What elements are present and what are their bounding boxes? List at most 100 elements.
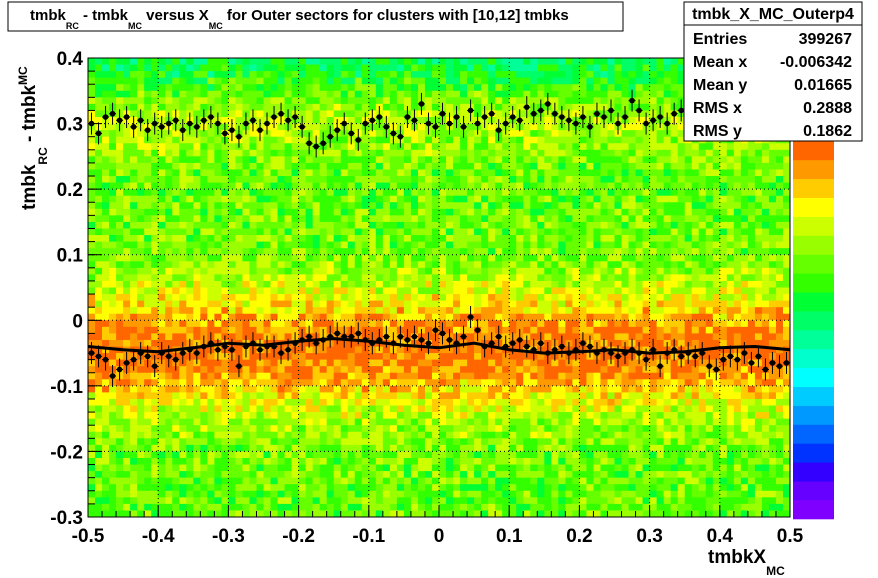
- heatmap-cell: [319, 215, 327, 223]
- heatmap-cell: [670, 235, 678, 242]
- heatmap-cell: [467, 84, 475, 92]
- heatmap-cell: [151, 195, 159, 203]
- heatmap-cell: [221, 208, 229, 216]
- heatmap-cell: [558, 169, 566, 177]
- heatmap-cell: [340, 320, 349, 328]
- heatmap-cell: [600, 379, 608, 387]
- heatmap-cell: [207, 202, 215, 210]
- heatmap-cell: [642, 248, 650, 256]
- heatmap-cell: [95, 215, 103, 223]
- heatmap-cell: [375, 130, 384, 137]
- heatmap-cell: [249, 156, 257, 164]
- heatmap-cell: [705, 326, 714, 334]
- heatmap-cell: [263, 189, 271, 196]
- heatmap-cell: [544, 77, 552, 85]
- heatmap-cell: [698, 215, 707, 223]
- heatmap-cell: [537, 261, 545, 269]
- heatmap-cell: [656, 84, 664, 92]
- heatmap-cell: [172, 267, 180, 275]
- heatmap-cell: [228, 182, 236, 190]
- heatmap-cell: [242, 326, 250, 334]
- heatmap-cell: [628, 280, 636, 288]
- heatmap-cell: [572, 176, 580, 183]
- heatmap-cell: [621, 195, 629, 203]
- heatmap-cell: [95, 248, 103, 256]
- heatmap-cell: [270, 97, 278, 105]
- heatmap-cell: [607, 228, 615, 236]
- heatmap-cell: [733, 162, 742, 170]
- heatmap-cell: [368, 195, 377, 203]
- heatmap-cell: [130, 97, 138, 105]
- heatmap-cell: [242, 90, 250, 98]
- heatmap-cell: [733, 169, 742, 177]
- heatmap-cell: [284, 326, 292, 334]
- heatmap-cell: [698, 156, 707, 164]
- heatmap-cell: [523, 143, 531, 151]
- heatmap-cell: [424, 280, 433, 288]
- heatmap-cell: [263, 182, 271, 190]
- heatmap-cell: [558, 77, 566, 85]
- heatmap-cell: [144, 103, 152, 111]
- heatmap-cell: [467, 90, 475, 98]
- heatmap-cell: [558, 372, 566, 380]
- heatmap-cell: [621, 366, 629, 374]
- heatmap-cell: [263, 372, 271, 380]
- heatmap-cell: [551, 84, 559, 92]
- heatmap-cell: [460, 77, 468, 85]
- heatmap-cell: [109, 241, 117, 249]
- heatmap-cell: [705, 254, 714, 262]
- heatmap-cell: [453, 248, 461, 256]
- heatmap-cell: [291, 97, 299, 105]
- heatmap-cell: [488, 156, 496, 164]
- heatmap-cell: [319, 287, 327, 295]
- heatmap-cell: [726, 254, 735, 262]
- heatmap-cell: [481, 300, 489, 308]
- heatmap-cell: [130, 84, 138, 92]
- heatmap-cell: [340, 307, 349, 315]
- heatmap-cell: [621, 208, 629, 216]
- heatmap-cell: [144, 339, 152, 347]
- heatmap-cell: [446, 261, 454, 269]
- heatmap-cell: [137, 280, 145, 288]
- heatmap-cell: [354, 287, 363, 295]
- heatmap-cell: [705, 320, 714, 328]
- heatmap-cell: [523, 307, 531, 315]
- heatmap-cell: [642, 149, 650, 157]
- heatmap-cell: [712, 143, 721, 151]
- heatmap-cell: [726, 169, 735, 177]
- heatmap-cell: [747, 379, 756, 387]
- heatmap-cell: [628, 136, 636, 144]
- heatmap-cell: [733, 189, 742, 196]
- heatmap-cell: [579, 84, 587, 92]
- heatmap-cell: [558, 294, 566, 301]
- heatmap-cell: [586, 287, 594, 295]
- heatmap-cell: [761, 228, 770, 236]
- heatmap-cell: [453, 287, 461, 295]
- heatmap-cell: [453, 77, 461, 85]
- heatmap-cell: [460, 346, 468, 354]
- heatmap-cell: [130, 149, 138, 157]
- heatmap-cell: [165, 294, 173, 301]
- heatmap-cell: [614, 254, 622, 262]
- heatmap-cell: [319, 123, 327, 131]
- heatmap-cell: [684, 143, 693, 151]
- heatmap-cell: [396, 221, 405, 229]
- heatmap-cell: [712, 261, 721, 269]
- heatmap-cell: [733, 300, 742, 308]
- heatmap-cell: [144, 241, 152, 249]
- heatmap-cell: [361, 143, 370, 151]
- heatmap-cell: [495, 195, 503, 203]
- heatmap-cell: [761, 346, 770, 354]
- heatmap-cell: [340, 208, 349, 216]
- heatmap-cell: [628, 333, 636, 341]
- heatmap-cell: [656, 136, 664, 144]
- heatmap-cell: [95, 208, 103, 216]
- heatmap-cell: [214, 248, 222, 256]
- heatmap-cell: [312, 307, 320, 315]
- heatmap-cell: [635, 64, 643, 72]
- heatmap-cell: [382, 176, 391, 183]
- heatmap-cell: [333, 307, 342, 315]
- heatmap-cell: [361, 267, 370, 275]
- heatmap-cell: [263, 294, 271, 301]
- heatmap-cell: [158, 169, 166, 177]
